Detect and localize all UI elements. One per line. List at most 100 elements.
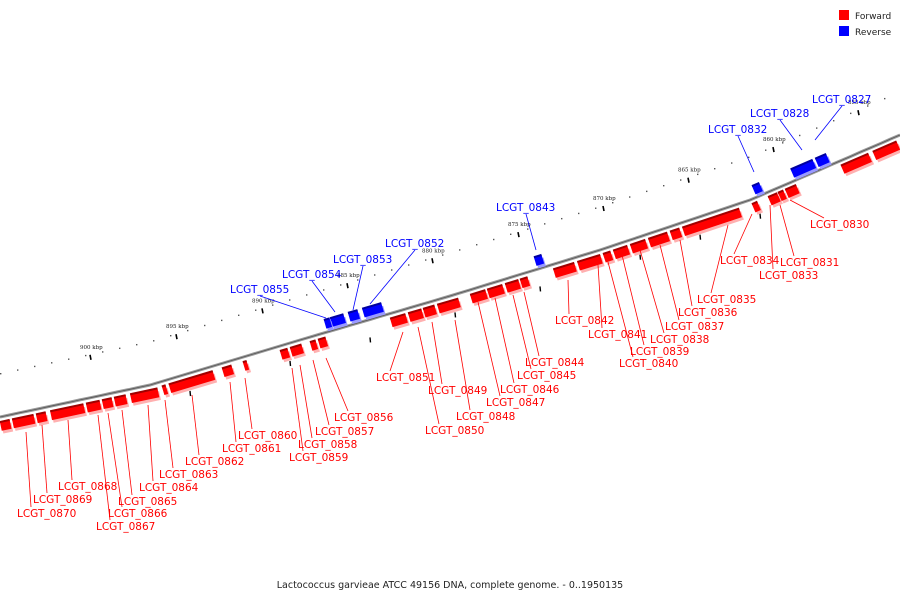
gene-glyph-body — [648, 232, 671, 248]
gene-glyph-lcgt-0854[interactable] — [329, 313, 348, 330]
gene-glyph-lcgt-0837[interactable] — [647, 231, 672, 250]
gene-glyph-lcgt-0827[interactable] — [814, 153, 832, 170]
gene-label-lcgt-0856[interactable]: LCGT_0856 — [334, 412, 394, 424]
gene-glyph-lcgt-0835[interactable] — [681, 207, 744, 239]
gene-glyph-top — [681, 207, 740, 229]
gene-glyph-lcgt-0864[interactable] — [129, 387, 161, 406]
gene-glyph-top — [790, 158, 814, 171]
gene-label-lcgt-0860[interactable]: LCGT_0860 — [238, 430, 297, 442]
gene-glyph-lcgt-0860[interactable] — [242, 360, 252, 374]
gene-label-lcgt-0846[interactable]: LCGT_0846 — [500, 384, 560, 396]
gene-label-lcgt-0842[interactable]: LCGT_0842 — [555, 315, 614, 327]
gene-glyph-lcgt-0839[interactable] — [612, 244, 633, 262]
gene-label-lcgt-0848[interactable]: LCGT_0848 — [456, 411, 515, 423]
gene-label-lcgt-0849[interactable]: LCGT_0849 — [428, 385, 487, 397]
leader-line — [107, 412, 123, 508]
gene-glyph-lcgt-0841[interactable] — [576, 253, 605, 274]
gene-label-lcgt-0837[interactable]: LCGT_0837 — [665, 321, 724, 333]
gene-label-lcgt-0867[interactable]: LCGT_0867 — [96, 521, 155, 533]
leader-line — [523, 291, 540, 357]
gene-glyph-lcgt-0840[interactable] — [602, 250, 616, 266]
gene-label-lcgt-0861[interactable]: LCGT_0861 — [222, 443, 281, 455]
gene-label-lcgt-0834[interactable]: LCGT_0834 — [720, 255, 780, 267]
gene-label-lcgt-0838[interactable]: LCGT_0838 — [650, 334, 709, 346]
gene-label-lcgt-0859[interactable]: LCGT_0859 — [289, 452, 348, 464]
gene-label-lcgt-0844[interactable]: LCGT_0844 — [525, 357, 585, 369]
gene-glyph-body — [777, 190, 787, 202]
gene-glyph-lcgt-0830[interactable] — [784, 184, 802, 201]
gene-glyph-top — [242, 360, 247, 364]
gene-label-lcgt-0855[interactable]: LCGT_0855 — [230, 284, 289, 296]
minor-tick — [170, 335, 172, 337]
gene-glyph-lcgt-0842[interactable] — [552, 261, 579, 281]
gene-label-lcgt-0864[interactable]: LCGT_0864 — [139, 482, 199, 494]
gene-glyph-lcgt-0852[interactable] — [361, 302, 386, 320]
gene-label-lcgt-0841[interactable]: LCGT_0841 — [588, 329, 647, 341]
gene-glyph-lcgt-0870[interactable] — [11, 413, 38, 431]
gene-glyph-lcgt-0866[interactable] — [101, 397, 116, 412]
gene-glyph-lcgt-0856[interactable] — [317, 336, 330, 351]
gene-label-lcgt-0869[interactable]: LCGT_0869 — [33, 494, 92, 506]
gene-label-lcgt-0843[interactable]: LCGT_0843 — [496, 202, 555, 214]
gene-glyph-lcgt-0834[interactable] — [751, 200, 764, 215]
gene-glyph-lcgt-0843[interactable] — [533, 253, 546, 269]
gene-glyph-extra-0[interactable] — [840, 152, 875, 177]
gene-label-lcgt-0839[interactable]: LCGT_0839 — [630, 346, 689, 358]
gene-label-lcgt-0863[interactable]: LCGT_0863 — [159, 469, 218, 481]
gene-label-lcgt-0835[interactable]: LCGT_0835 — [697, 294, 756, 306]
gene-label-lcgt-0865[interactable]: LCGT_0865 — [118, 496, 177, 508]
gene-label-lcgt-0852[interactable]: LCGT_0852 — [385, 238, 444, 250]
gene-glyph-lcgt-0862[interactable] — [168, 370, 218, 396]
gene-label-lcgt-0832[interactable]: LCGT_0832 — [708, 124, 767, 136]
gene-label-lcgt-0857[interactable]: LCGT_0857 — [315, 426, 374, 438]
gene-glyph-lcgt-0867[interactable] — [85, 399, 104, 416]
gene-label-lcgt-0833[interactable]: LCGT_0833 — [759, 270, 818, 282]
gene-label-lcgt-0847[interactable]: LCGT_0847 — [486, 397, 545, 409]
gene-glyph-lcgt-0857[interactable] — [309, 339, 320, 354]
gene-label-lcgt-0845[interactable]: LCGT_0845 — [517, 370, 576, 382]
gene-label-lcgt-0858[interactable]: LCGT_0858 — [298, 439, 357, 451]
gene-label-lcgt-0830[interactable]: LCGT_0830 — [810, 219, 869, 231]
gene-glyph-lcgt-0853[interactable] — [347, 309, 362, 325]
gene-label-lcgt-0870[interactable]: LCGT_0870 — [17, 508, 76, 520]
gene-label-lcgt-0850[interactable]: LCGT_0850 — [425, 425, 484, 437]
gene-glyph-lcgt-0850[interactable] — [407, 308, 426, 325]
gene-glyph-body — [553, 262, 577, 278]
gene-glyph-lcgt-0845[interactable] — [504, 279, 523, 296]
gene-glyph-lcgt-0861[interactable] — [221, 364, 236, 380]
gene-glyph-extra-1[interactable] — [872, 140, 900, 163]
gene-glyph-lcgt-0859[interactable] — [279, 347, 292, 363]
gene-glyph-lcgt-0844[interactable] — [519, 276, 532, 291]
gene-glyph-lcgt-0832[interactable] — [751, 181, 765, 198]
gene-label-lcgt-0836[interactable]: LCGT_0836 — [678, 307, 738, 319]
gene-glyph-lcgt-0848[interactable] — [436, 297, 463, 316]
gene-glyph-lcgt-0855[interactable] — [323, 317, 334, 332]
gene-label-lcgt-0831[interactable]: LCGT_0831 — [780, 257, 839, 269]
gene-glyph-lcgt-0858[interactable] — [289, 343, 306, 360]
gene-label-lcgt-0851[interactable]: LCGT_0851 — [376, 372, 435, 384]
gene-glyph-lcgt-0833[interactable] — [767, 192, 783, 208]
gene-label-lcgt-0840[interactable]: LCGT_0840 — [619, 358, 678, 370]
gene-glyph-top — [519, 276, 528, 281]
gene-glyph-body — [630, 239, 649, 254]
gene-glyph-lcgt-0849[interactable] — [422, 304, 439, 321]
gene-glyph-lcgt-0836[interactable] — [669, 227, 685, 243]
gene-glyph-lcgt-0831[interactable] — [777, 189, 790, 204]
gene-label-lcgt-0827[interactable]: LCGT_0827 — [812, 94, 871, 106]
gene-glyph-lcgt-0846[interactable] — [486, 283, 507, 301]
gene-label-lcgt-0853[interactable]: LCGT_0853 — [333, 254, 392, 266]
gene-glyph-lcgt-0869[interactable] — [35, 411, 50, 426]
gene-label-lcgt-0862[interactable]: LCGT_0862 — [185, 456, 244, 468]
gene-glyph-lcgt-0863[interactable] — [161, 384, 171, 398]
gene-glyph-extra-2[interactable] — [0, 418, 14, 434]
gene-glyph-lcgt-0838[interactable] — [629, 238, 651, 257]
gene-glyph-lcgt-0828[interactable] — [790, 158, 819, 180]
gene-glyph-lcgt-0868[interactable] — [49, 403, 87, 423]
gene-label-lcgt-0866[interactable]: LCGT_0866 — [108, 508, 168, 520]
gene-label-lcgt-0828[interactable]: LCGT_0828 — [750, 108, 809, 120]
gene-glyph-lcgt-0865[interactable] — [113, 394, 130, 410]
gene-glyph-lcgt-0851[interactable] — [389, 313, 410, 330]
gene-label-lcgt-0868[interactable]: LCGT_0868 — [58, 481, 117, 493]
gene-label-lcgt-0854[interactable]: LCGT_0854 — [282, 269, 342, 281]
gene-glyph-lcgt-0847[interactable] — [469, 289, 490, 306]
